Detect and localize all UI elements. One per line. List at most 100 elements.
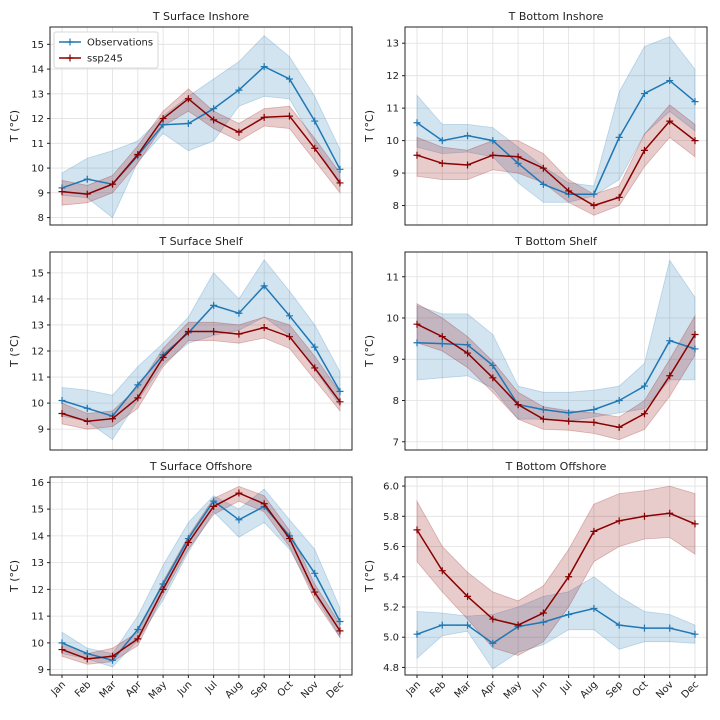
point-ssp245 (336, 398, 344, 406)
x-tick-label: May (502, 679, 524, 701)
point-observations (413, 630, 421, 638)
point-ssp245 (260, 500, 268, 508)
y-tick-label: 7 (393, 437, 399, 448)
axes-frame (404, 251, 708, 451)
panel-title: T Bottom Inshore (508, 10, 604, 23)
point-ssp245 (691, 137, 699, 145)
series-line-observations (61, 284, 341, 417)
y-axis-label: T (°C) (363, 110, 376, 143)
series-line-ssp245 (416, 323, 696, 429)
point-ssp245 (615, 423, 623, 431)
y-tick-label: 11 (31, 373, 44, 384)
x-tick-label: Jul (558, 679, 575, 696)
point-ssp245 (235, 489, 243, 497)
panel-3: 9 10 11 12 13 14 15 T Surface Shelf T (°C) (8, 235, 353, 451)
y-axis-label: T (°C) (363, 335, 376, 368)
y-tick-label: 11 (31, 612, 44, 623)
y-tick-label: 10 (386, 136, 399, 147)
point-ssp245 (590, 202, 598, 210)
point-observations (489, 361, 497, 369)
point-observations (514, 159, 522, 167)
point-observations (691, 98, 699, 106)
point-observations (311, 343, 319, 351)
point-ssp245 (210, 116, 218, 124)
point-observations (285, 75, 293, 83)
point-ssp245 (184, 327, 192, 335)
x-tick-label: Nov (299, 679, 321, 701)
point-ssp245 (58, 410, 66, 418)
point-ssp245 (489, 615, 497, 623)
series-line-observations (61, 500, 341, 662)
y-tick-label: 6.0 (383, 482, 399, 493)
y-tick-label: 14 (31, 65, 44, 76)
point-ssp245 (235, 330, 243, 338)
point-ssp245 (489, 151, 497, 159)
point-observations (83, 404, 91, 412)
x-tick-label: Jun (175, 679, 195, 699)
y-axis-label: T (°C) (8, 110, 21, 143)
point-observations (489, 137, 497, 145)
point-ssp245 (464, 592, 472, 600)
point-observations (489, 639, 497, 647)
point-ssp245 (285, 535, 293, 543)
point-ssp245 (83, 417, 91, 425)
point-ssp245 (83, 190, 91, 198)
point-ssp245 (514, 621, 522, 629)
x-tick-label: Mar (98, 679, 120, 701)
y-tick-label: 8 (393, 396, 399, 407)
point-ssp245 (438, 567, 446, 575)
y-tick-label: 11 (31, 139, 44, 150)
series-line-observations (416, 339, 696, 414)
y-tick-label: 9 (393, 355, 399, 366)
panel-title: T Surface Offshore (149, 460, 253, 473)
point-observations (640, 90, 648, 98)
y-tick-label: 5.0 (383, 633, 399, 644)
y-tick-label: 9 (393, 169, 399, 180)
band-ssp245 (416, 104, 696, 216)
axes-frame (404, 26, 708, 226)
x-tick-label: Aug (223, 679, 245, 701)
y-tick-label: 8 (393, 201, 399, 212)
point-ssp245 (691, 331, 699, 338)
point-ssp245 (109, 180, 117, 188)
point-observations (590, 406, 598, 414)
y-tick-label: 12 (31, 585, 44, 596)
legend-box (53, 31, 159, 69)
x-tick-label: Dec (680, 679, 701, 700)
x-tick-label: Dec (325, 679, 346, 700)
band-observations (416, 259, 696, 422)
point-ssp245 (666, 509, 674, 517)
point-ssp245 (109, 652, 117, 660)
point-ssp245 (666, 372, 674, 380)
x-tick-label: Apr (479, 679, 500, 700)
point-ssp245 (438, 333, 446, 341)
axes-frame (49, 476, 353, 676)
x-tick-label: Jul (203, 679, 220, 696)
point-observations (336, 387, 344, 395)
point-observations (565, 611, 573, 619)
point-ssp245 (413, 526, 421, 534)
legend-marker (66, 38, 74, 46)
band-ssp245 (416, 302, 696, 441)
point-ssp245 (640, 146, 648, 154)
band-observations (416, 576, 696, 670)
point-observations (159, 121, 167, 129)
x-tick-label: Jun (530, 679, 550, 699)
series-line-ssp245 (61, 326, 341, 423)
point-ssp245 (184, 95, 192, 103)
plot-area (58, 485, 344, 668)
point-ssp245 (514, 401, 522, 409)
point-ssp245 (134, 394, 142, 402)
y-tick-label: 13 (31, 320, 44, 331)
axes-frame (49, 26, 353, 226)
plot-area (413, 36, 699, 216)
point-observations (691, 630, 699, 638)
point-observations (464, 621, 472, 629)
point-ssp245 (159, 115, 167, 123)
y-tick-label: 14 (31, 294, 44, 305)
point-ssp245 (260, 113, 268, 121)
plot-area (413, 259, 699, 441)
panel-title: T Bottom Shelf (514, 235, 598, 248)
panel-title: T Bottom Offshore (505, 460, 607, 473)
point-ssp245 (590, 418, 598, 426)
